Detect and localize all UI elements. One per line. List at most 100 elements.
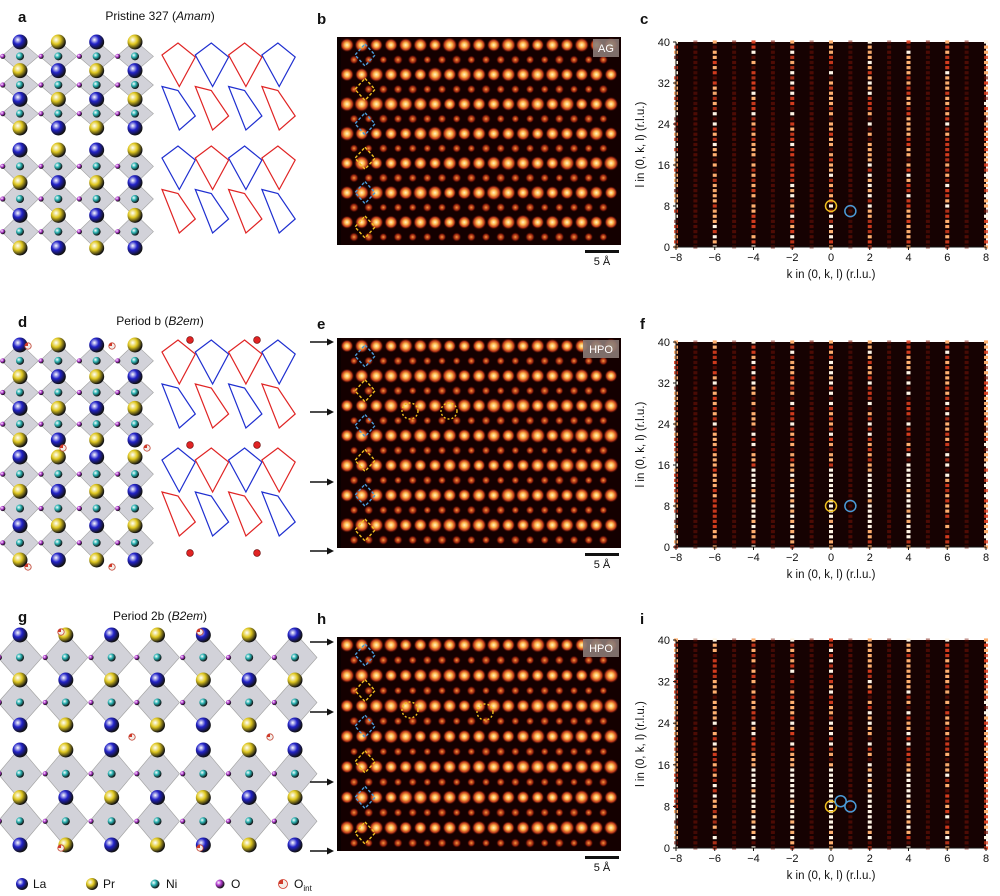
diffraction-spot bbox=[809, 189, 814, 193]
atomic-column bbox=[480, 746, 492, 757]
atomic-column bbox=[412, 789, 429, 806]
diffraction-spot bbox=[751, 122, 756, 126]
atomic-column bbox=[598, 114, 608, 124]
atomic-column bbox=[584, 686, 594, 696]
diffraction-spot bbox=[829, 815, 833, 819]
y-tick-label: 16 bbox=[658, 160, 670, 172]
diffraction-spot bbox=[964, 499, 969, 503]
diffraction-spot bbox=[867, 148, 872, 152]
diffraction-spot bbox=[751, 396, 756, 400]
atomic-column bbox=[456, 66, 473, 83]
atomic-column bbox=[466, 655, 476, 665]
atomic-column bbox=[515, 37, 531, 53]
atomic-column bbox=[378, 415, 389, 426]
diffraction-spot bbox=[693, 836, 698, 840]
atomic-column bbox=[353, 155, 370, 171]
o-atom bbox=[42, 818, 48, 824]
diffraction-spot bbox=[751, 422, 756, 426]
diffraction-spot bbox=[809, 494, 814, 498]
atomic-column bbox=[589, 518, 604, 532]
atomic-column bbox=[515, 126, 531, 141]
octahedra-network bbox=[161, 336, 296, 557]
diffraction-spot bbox=[712, 648, 717, 652]
diffraction-spot bbox=[945, 355, 950, 359]
atomic-column bbox=[554, 203, 564, 212]
ni-atom bbox=[131, 52, 139, 61]
atomic-column bbox=[471, 37, 487, 53]
diffraction-spot bbox=[751, 96, 756, 100]
diffraction-spot bbox=[945, 690, 950, 694]
atomic-column bbox=[378, 386, 388, 396]
diffraction-spot bbox=[732, 519, 737, 523]
atomic-column bbox=[495, 685, 506, 696]
diffraction-spot bbox=[829, 458, 833, 462]
diffraction-spot bbox=[887, 417, 892, 421]
diffraction-spot bbox=[751, 499, 756, 503]
diffraction-spot bbox=[790, 194, 795, 198]
atomic-column bbox=[457, 458, 472, 473]
diffraction-spot bbox=[712, 142, 717, 147]
diffraction-spot bbox=[790, 841, 795, 845]
diffraction-spot bbox=[848, 742, 853, 746]
diffraction-spot bbox=[887, 820, 892, 824]
octahedron-outline bbox=[161, 383, 197, 430]
atomic-column bbox=[574, 67, 589, 82]
ni-atom bbox=[16, 195, 24, 203]
diffraction-spot bbox=[809, 381, 814, 385]
o-int-marker bbox=[186, 441, 194, 449]
diffraction-spot bbox=[751, 178, 756, 182]
atomic-column bbox=[369, 790, 384, 805]
diffraction-spot bbox=[751, 540, 756, 544]
diffraction-spot bbox=[751, 142, 756, 147]
atomic-column bbox=[501, 698, 516, 714]
atomic-column bbox=[442, 155, 458, 171]
o-atom bbox=[0, 654, 2, 661]
diffraction-spot bbox=[906, 473, 911, 477]
atomic-column bbox=[393, 808, 403, 817]
diffraction-spot bbox=[829, 381, 833, 385]
panel-letter: b bbox=[317, 11, 326, 28]
o-atom bbox=[134, 654, 140, 661]
diffraction-spot bbox=[848, 680, 853, 684]
panel-letter: i bbox=[640, 611, 644, 628]
diffraction-spot bbox=[732, 391, 737, 395]
atomic-column bbox=[398, 67, 413, 82]
diffraction-spot bbox=[770, 376, 775, 380]
atomic-column bbox=[451, 535, 462, 545]
diffraction-spot bbox=[693, 355, 698, 359]
diffraction-spot bbox=[906, 841, 911, 845]
atomic-column bbox=[525, 446, 535, 455]
diffraction-spot bbox=[964, 643, 969, 647]
diffraction-spot bbox=[945, 117, 950, 121]
diffraction-spot bbox=[751, 721, 756, 725]
atomic-column bbox=[496, 143, 506, 153]
diffraction-spot bbox=[945, 55, 950, 59]
diffraction-spot bbox=[945, 107, 950, 111]
diffraction-spot bbox=[770, 117, 775, 121]
diffraction-spot bbox=[887, 86, 892, 90]
diffraction-spot bbox=[945, 158, 950, 162]
ni-atom bbox=[92, 504, 101, 513]
diffraction-spot bbox=[790, 773, 795, 777]
diffraction-spot bbox=[925, 91, 930, 95]
diffraction-spot bbox=[848, 540, 853, 544]
la-atom bbox=[89, 34, 105, 50]
diffraction-spot bbox=[925, 45, 930, 49]
diffraction-spot bbox=[809, 81, 814, 85]
atomic-column bbox=[603, 518, 619, 533]
diffraction-spot bbox=[732, 101, 737, 106]
diffraction-spot bbox=[809, 55, 814, 59]
diffraction-spot bbox=[848, 427, 853, 431]
diffraction-spot bbox=[712, 836, 717, 840]
diffraction-spot bbox=[751, 137, 756, 141]
atomic-column bbox=[457, 97, 472, 112]
diffraction-spot bbox=[925, 209, 930, 213]
diffraction-spot bbox=[770, 50, 775, 54]
diffraction-spot bbox=[770, 163, 775, 167]
diffraction-spot bbox=[925, 742, 930, 746]
diffraction-spot bbox=[906, 540, 911, 544]
diffraction-spot bbox=[770, 458, 775, 462]
atomic-column bbox=[485, 184, 502, 201]
diffraction-spot bbox=[848, 132, 853, 136]
atomic-column bbox=[525, 84, 535, 94]
